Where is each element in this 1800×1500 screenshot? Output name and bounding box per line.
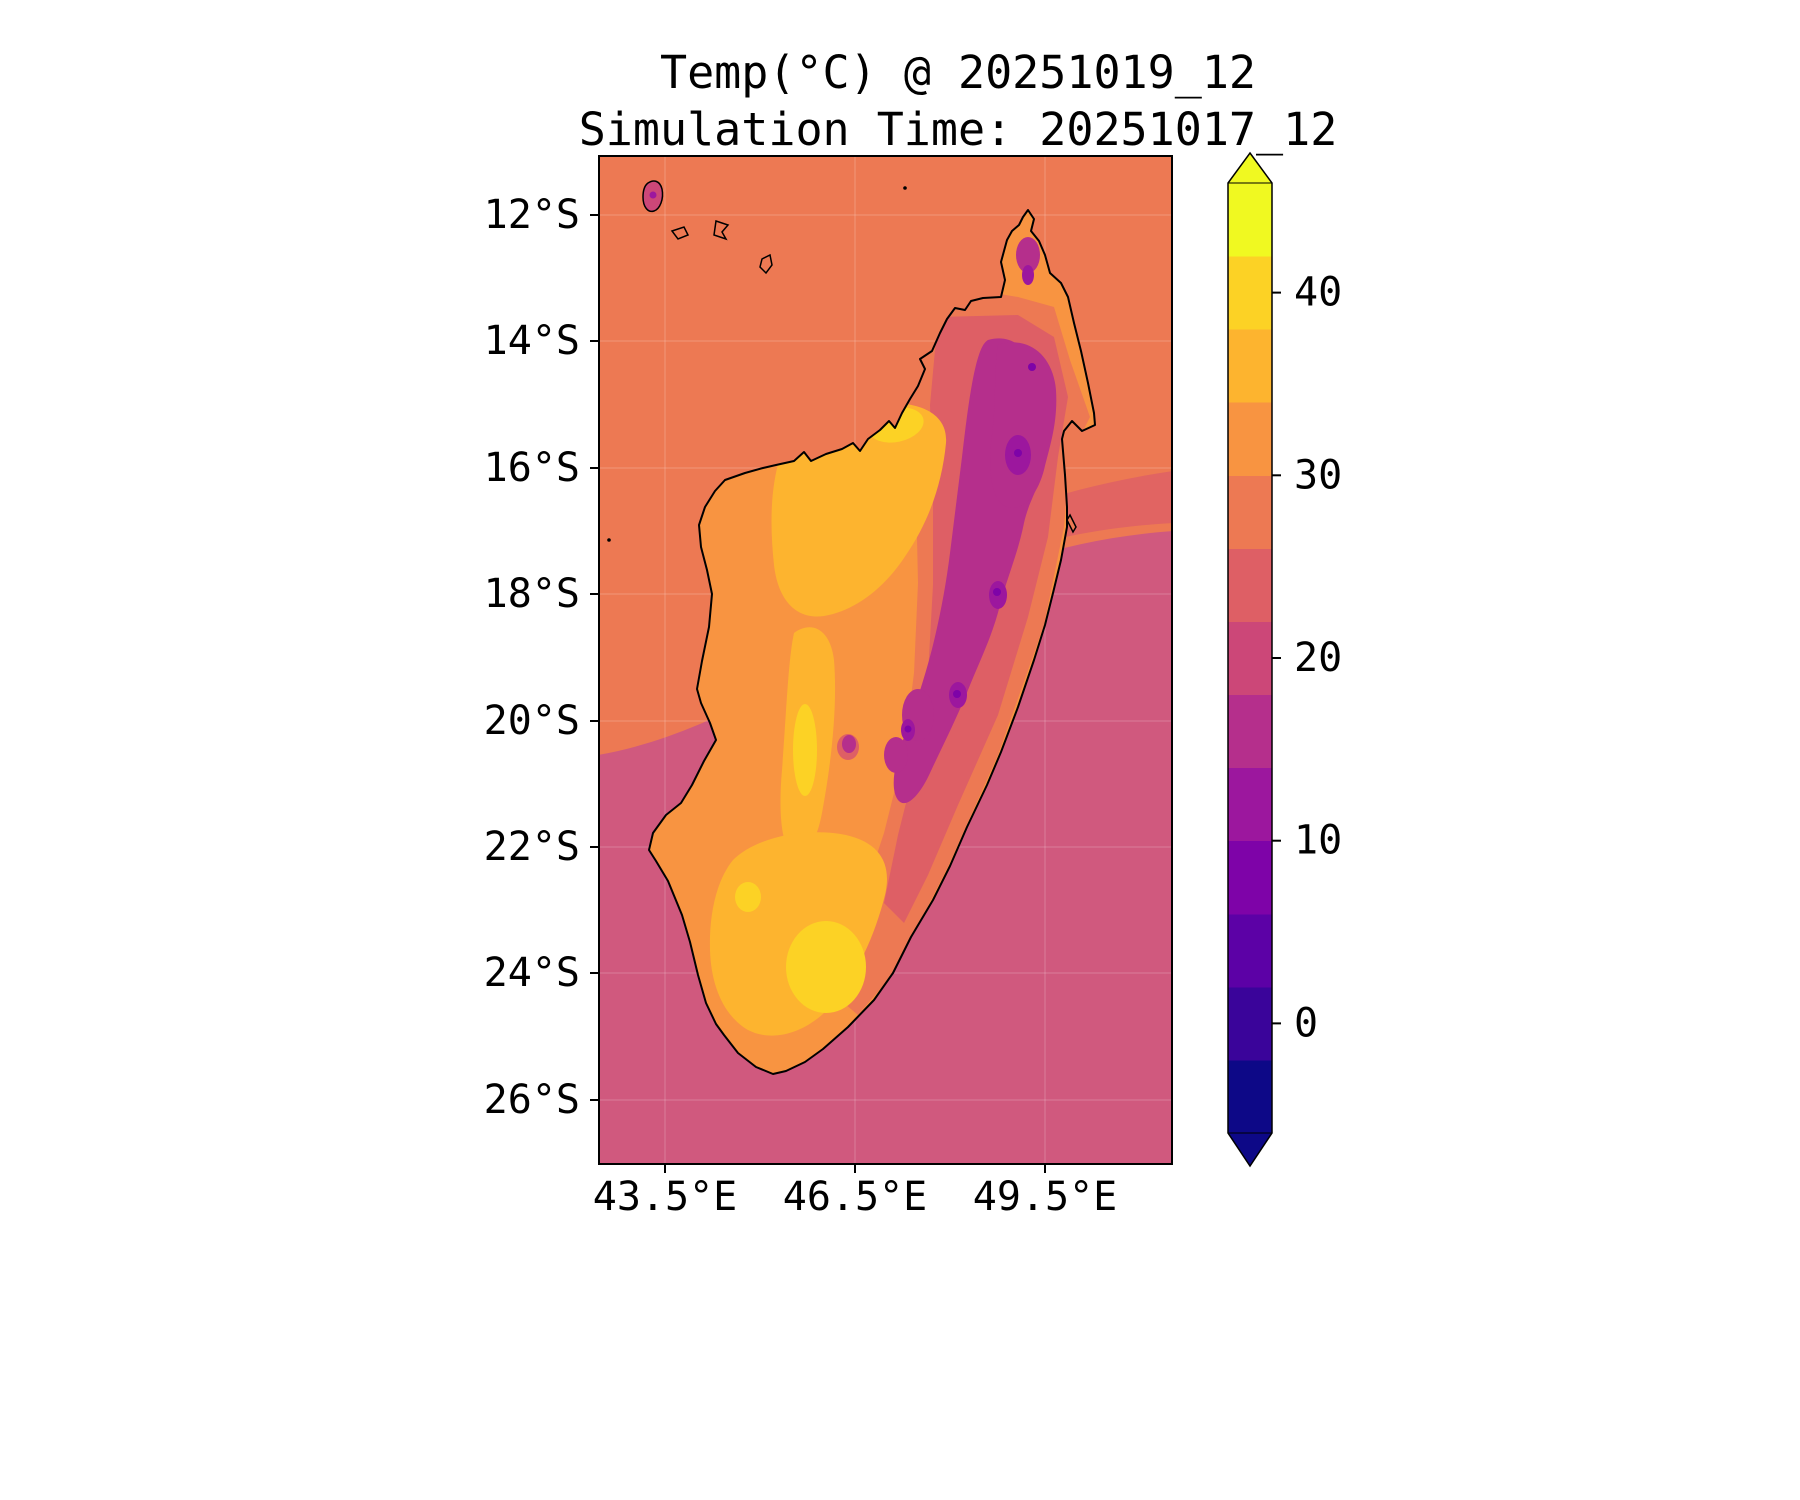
y-tick-label: 22°S xyxy=(483,824,580,870)
highlands-cooler-4 xyxy=(1022,265,1034,285)
plot-title-block: Temp(°C) @ 20251019_12 Simulation Time: … xyxy=(579,44,1338,158)
colorbar-bands xyxy=(1228,153,1272,1166)
y-tick-label: 16°S xyxy=(483,445,580,491)
highlands-northeast xyxy=(990,342,1057,509)
axis-ticks xyxy=(590,214,1046,1173)
highlands-spot-2 xyxy=(884,737,908,773)
land-hottest-central xyxy=(793,704,817,796)
colorbar: 40 30 20 10 0 xyxy=(1227,151,1342,1168)
comoros-islands xyxy=(607,180,1077,542)
y-tick-label: 24°S xyxy=(483,950,580,996)
x-tick-label: 46.5°E xyxy=(782,1174,928,1220)
island-grande-comore-peak xyxy=(649,191,657,199)
highlands-north-tip xyxy=(1016,237,1040,273)
land-hottest-southwest xyxy=(735,882,761,912)
highlands-coolest-dot xyxy=(904,725,912,733)
highlands-coolest-dot xyxy=(993,588,1001,596)
x-tick-label: 43.5°E xyxy=(592,1174,738,1220)
svg-text:10: 10 xyxy=(1294,818,1342,864)
plot-border xyxy=(598,155,1173,1165)
y-tick-label: 14°S xyxy=(483,318,580,364)
islet-speck-west xyxy=(607,538,611,542)
svg-text:0: 0 xyxy=(1294,1000,1318,1046)
x-tick-label: 49.5°E xyxy=(972,1174,1118,1220)
island-anjouan xyxy=(713,220,730,241)
island-moheli xyxy=(670,226,690,240)
highlands-coolest-dot xyxy=(1014,449,1022,457)
plot-title: Temp(°C) @ 20251019_12 xyxy=(659,46,1257,99)
y-tick-label: 18°S xyxy=(483,571,580,617)
land-hottest-south xyxy=(786,921,866,1013)
islet-speck-north xyxy=(903,186,907,190)
svg-text:40: 40 xyxy=(1294,270,1342,316)
y-tick-label: 20°S xyxy=(483,698,580,744)
plot-subtitle: Simulation Time: 20251017_12 xyxy=(578,103,1338,156)
highlands-coolest-dot xyxy=(953,690,961,698)
svg-text:20: 20 xyxy=(1294,635,1342,681)
y-tick-label: 26°S xyxy=(483,1077,580,1123)
island-mayotte xyxy=(759,253,773,275)
highlands-coolest-dot xyxy=(1028,363,1036,371)
svg-text:30: 30 xyxy=(1294,452,1342,498)
y-tick-label: 12°S xyxy=(483,192,580,238)
map-plot xyxy=(590,155,1173,1173)
highlands-spot-3 xyxy=(842,735,856,753)
colorbar-ticks: 40 30 20 10 0 xyxy=(1272,270,1342,1046)
